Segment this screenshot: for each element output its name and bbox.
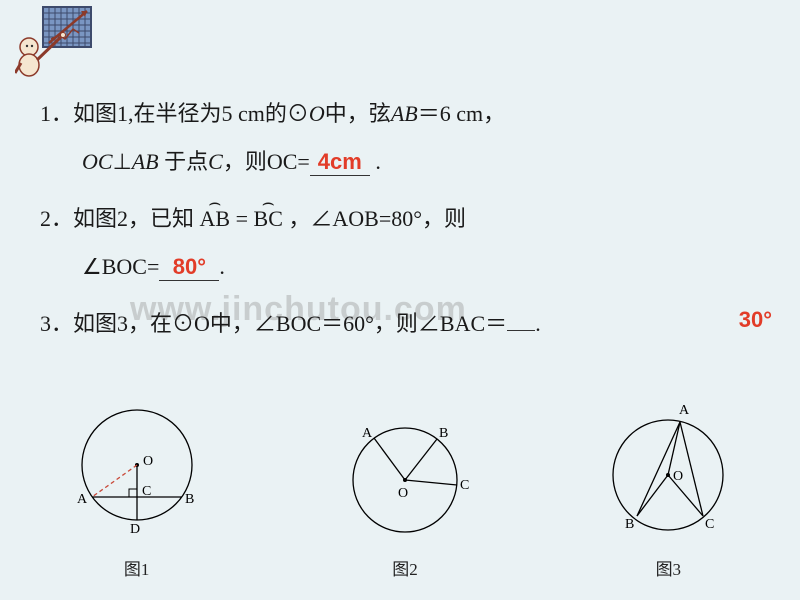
p2-arc-ab: AB: [200, 195, 231, 243]
p3-number: 3．: [40, 311, 73, 336]
p2-number: 2．: [40, 206, 73, 231]
fig3-label-A: A: [679, 403, 690, 418]
fig2-label-B: B: [439, 426, 448, 441]
p2-answer: 80°: [173, 254, 206, 279]
p1-text-c: ＝6 cm，: [418, 101, 505, 126]
p2-arc-bc: BC: [254, 195, 283, 243]
p1-perp: ⊥: [113, 149, 132, 174]
p1-answer: 4cm: [318, 149, 362, 174]
p1-text-b: 中，弦: [325, 101, 391, 126]
fig1-label-A: A: [77, 492, 88, 507]
fig1-caption: 图1: [47, 555, 227, 580]
fig2-label-A: A: [362, 426, 373, 441]
p3-blank: [507, 307, 535, 331]
fig1-label-O: O: [143, 454, 153, 469]
p1-text-d: 于点: [159, 149, 209, 174]
fig2-caption: 图2: [320, 555, 490, 580]
p1-C: C: [208, 149, 223, 174]
p1-text-e: ，则OC=: [223, 149, 310, 174]
p2-blank: 80°: [159, 257, 219, 281]
fig3-caption: 图3: [583, 555, 753, 580]
fig1-label-D: D: [130, 522, 140, 537]
p1-AB: AB: [391, 101, 418, 126]
p1-number: 1．: [40, 101, 73, 126]
p3-dot: .: [535, 311, 541, 336]
p2-text-c: ∠BOC=: [82, 254, 159, 279]
figure-3: O A B C 图3: [583, 390, 753, 580]
p3-answer: 30°: [739, 296, 772, 344]
p1-text-a: 如图1,在半径为5 cm的⊙: [73, 101, 309, 126]
p1-blank: 4cm: [310, 152, 370, 176]
problem-3: 3．如图3，在⊙O中，∠BOC＝60°，则∠BAC＝. 30°: [40, 300, 780, 348]
p1-AB2: AB: [132, 149, 159, 174]
problems-content: 1．如图1,在半径为5 cm的⊙O中，弦AB＝6 cm， OC⊥AB 于点C，则…: [40, 90, 780, 356]
problem-1: 1．如图1,在半径为5 cm的⊙O中，弦AB＝6 cm， OC⊥AB 于点C，则…: [40, 90, 780, 187]
p2-eq: =: [230, 206, 253, 231]
fig3-label-B: B: [625, 517, 634, 532]
fig1-label-B: B: [185, 492, 194, 507]
figures-row: O A B C D 图1 O A B: [0, 390, 800, 580]
fig2-label-C: C: [460, 478, 469, 493]
header-cartoon-icon: [15, 5, 105, 80]
p1-line2: OC⊥AB 于点C，则OC= 4cm .: [40, 138, 780, 186]
fig2-label-O: O: [398, 486, 408, 501]
figure-1: O A B C D 图1: [47, 395, 227, 580]
p1-O: O: [309, 101, 325, 126]
p3-text-a: 如图3，在⊙O中，∠BOC＝60°，则∠BAC＝: [73, 311, 507, 336]
p2-text-a: 如图2，已知: [73, 206, 200, 231]
p2-line2: ∠BOC= 80°.: [40, 243, 780, 291]
fig1-label-C: C: [142, 484, 151, 499]
p1-OC: OC: [82, 149, 113, 174]
problem-2: 2．如图2，已知 AB = BC ，∠AOB=80°，则 ∠BOC= 80°.: [40, 195, 780, 292]
p2-text-d: .: [219, 254, 225, 279]
p1-text-f: .: [370, 149, 381, 174]
p2-text-b: ，∠AOB=80°，则: [283, 206, 466, 231]
fig3-label-C: C: [705, 517, 714, 532]
figure-2: O A B C 图2: [320, 405, 490, 580]
